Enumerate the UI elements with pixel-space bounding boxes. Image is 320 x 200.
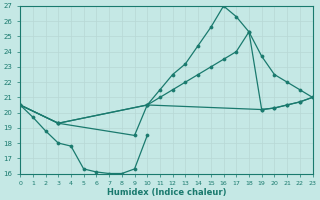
X-axis label: Humidex (Indice chaleur): Humidex (Indice chaleur) [107, 188, 226, 197]
